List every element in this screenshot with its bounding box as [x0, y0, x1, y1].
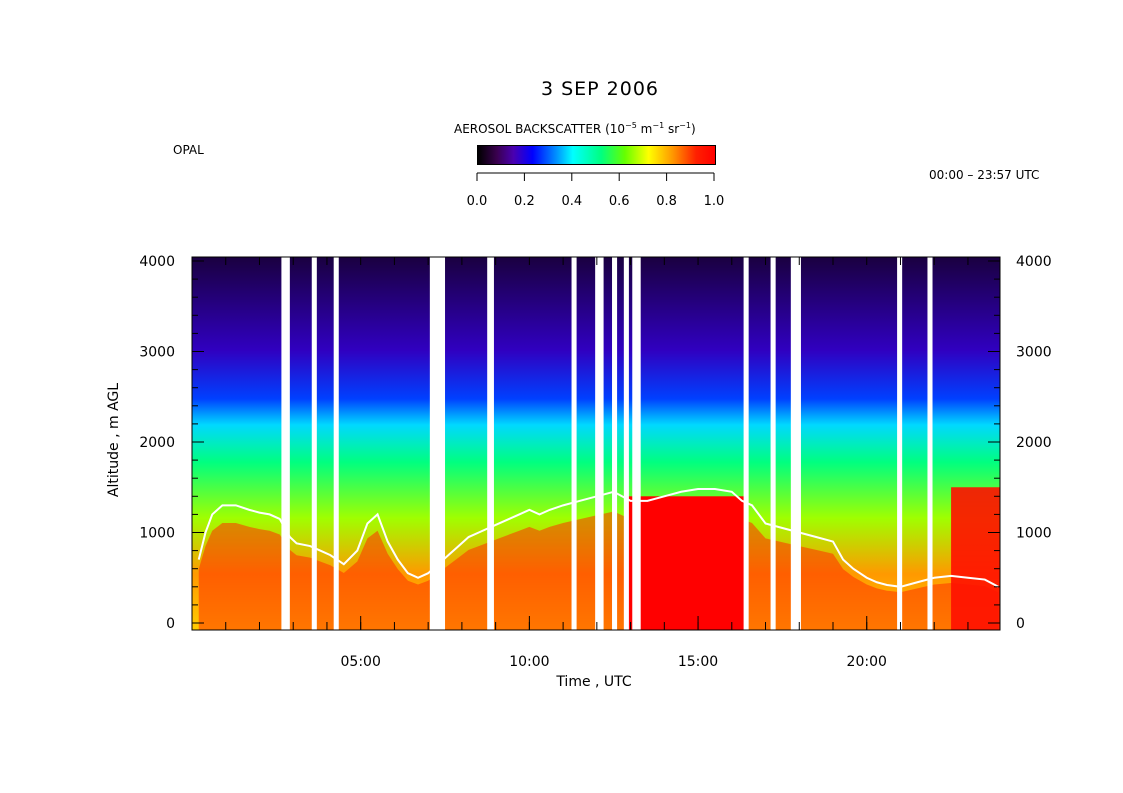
data-gap [429, 257, 446, 630]
data-gap [790, 257, 801, 630]
data-gap [612, 257, 618, 630]
y-tick-label-right: 0 [1016, 616, 1025, 632]
y-tick-label-right: 3000 [1016, 345, 1052, 361]
data-gap [487, 257, 494, 630]
colorbar-tick-label: 1.0 [704, 194, 725, 209]
colorbar [477, 145, 716, 165]
x-axis-label: Time , UTC [555, 674, 632, 690]
time-range-label: 00:00 – 23:57 UTC [929, 168, 1040, 182]
y-tick-label-right: 1000 [1016, 526, 1052, 542]
y-tick-label-left: 0 [166, 616, 175, 632]
colorbar-units-exp: −5 [625, 121, 637, 130]
data-gap [571, 257, 577, 630]
colorbar-units-suffix: ) [690, 122, 696, 136]
colorbar-units-mid2: sr [664, 122, 680, 136]
y-tick-label-left: 2000 [139, 435, 175, 451]
data-gap [770, 257, 776, 630]
data-gap [927, 257, 933, 630]
colorbar-units-mid: m [636, 122, 653, 136]
data-gap [311, 257, 317, 630]
data-gap [897, 257, 903, 630]
axes: 05:00 10:00 15:00 20:00 0 0 1000 1000 2000 2000 30… [139, 172, 1052, 670]
boundary-layer-line [197, 488, 999, 588]
colorbar-tick-label: 0.6 [609, 194, 630, 209]
chart-title: 3 SEP 2006 [540, 78, 660, 100]
colorbar-units-exp3: −1 [679, 121, 691, 130]
colorbar-label: AEROSOL BACKSCATTER (10−5 m−1 sr−1) [454, 121, 696, 136]
colorbar-units-exp2: −1 [652, 121, 665, 130]
plot-frame [191, 256, 1001, 631]
heatmap-area [192, 257, 1000, 630]
high-backscatter-region [627, 496, 746, 630]
y-tick-label-left: 4000 [139, 254, 175, 270]
station-label: OPAL [173, 143, 204, 157]
colorbar-tick-label: 0.0 [467, 194, 488, 209]
colorbar-tick-label: 0.2 [514, 194, 535, 209]
y-axis-label: Altitude , m AGL [106, 383, 122, 497]
y-tick-label-left: 1000 [139, 526, 175, 542]
data-gap [595, 257, 604, 630]
y-tick-label-left: 3000 [139, 345, 175, 361]
data-gap [281, 257, 290, 630]
x-tick-label: 15:00 [678, 654, 718, 670]
data-gap [632, 257, 641, 630]
y-tick-label-right: 4000 [1016, 254, 1052, 270]
colorbar-label-name: AEROSOL BACKSCATTER [454, 122, 602, 136]
x-tick-label: 20:00 [847, 654, 887, 670]
y-tick-label-right: 2000 [1016, 435, 1052, 451]
x-tick-label: 05:00 [341, 654, 381, 670]
x-tick-label: 10:00 [509, 654, 549, 670]
data-gap [743, 257, 749, 630]
data-gap [623, 257, 629, 630]
high-backscatter-region [951, 487, 1000, 630]
data-gap [333, 257, 339, 630]
colorbar-tick-label: 0.4 [561, 194, 582, 209]
colorbar-tick-label: 0.8 [656, 194, 677, 209]
colorbar-units-prefix: (10 [605, 122, 626, 136]
